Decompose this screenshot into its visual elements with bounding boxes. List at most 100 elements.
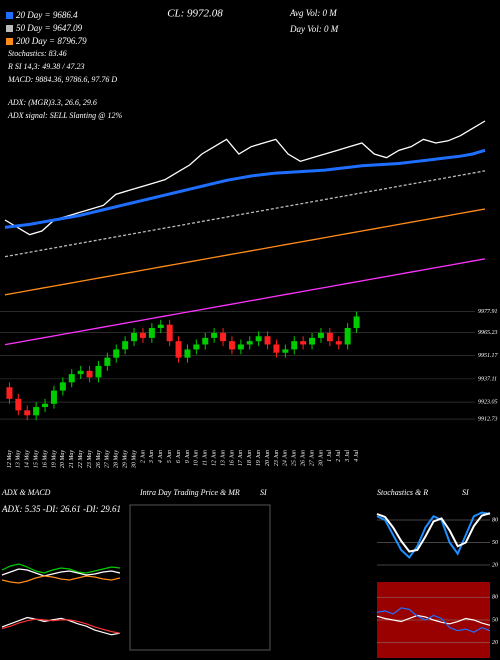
x-tick-label: 23 Jun [274,450,280,466]
x-tick-label: 11 Jun [203,450,209,466]
legend-swatch [6,25,13,32]
candle-body [202,337,209,345]
candle-body [139,332,146,338]
x-tick-label: 29 May [123,450,129,468]
x-tick-label: 21 May [69,450,75,468]
info-line: ADX signal: SELL Slanting @ 12% [7,111,122,120]
x-tick-label: 30 Jun [318,450,324,467]
candle-body [317,332,324,338]
candle-body [291,341,298,350]
candle-body [309,337,316,345]
panel-subtitle: SI [260,488,267,497]
candle-body [24,410,31,416]
candle-body [166,324,173,342]
x-tick-label: 2 Jun [140,450,146,463]
x-tick-label: 12 May [7,450,13,468]
ma-line [4,120,486,236]
x-tick-label: 19 Jun [256,450,262,466]
indicator-line [376,511,491,560]
legend-swatch [6,12,13,19]
candle-body [59,382,66,391]
x-tick-label: 27 Jun [309,450,315,466]
x-tick-label: 10 Jun [194,450,200,466]
panel-subtitle: ADX: 5.35 -DI: 26.61 -DI: 29.61 [1,504,121,514]
y-tick-label: 80 [492,595,498,601]
x-tick-label: 16 May [42,450,48,468]
x-tick-label: 15 May [34,450,40,468]
candle-body [6,387,13,399]
panel-title: Intra Day Trading Price & MR [139,488,240,497]
x-tick-label: 1 Jul [327,450,333,462]
candle-body [50,390,57,404]
panel-title: ADX & MACD [1,488,51,497]
x-tick-label: 20 Jun [265,450,271,466]
candle-body [122,341,129,350]
candle-body [86,370,93,378]
x-tick-label: 4 Jun [157,450,164,463]
candle-body [148,328,155,338]
y-tick-label: 20 [492,562,498,568]
candle-body [211,332,218,338]
candle-body [33,407,40,416]
panel-title: Stochastics & R [377,488,428,497]
x-tick-label: 18 Jun [247,450,253,466]
y-tick-label: 50 [492,617,498,623]
y-tick-label: 80 [492,517,498,523]
x-tick-label: 30 May [131,450,137,469]
x-tick-label: 12 Jun [212,450,218,466]
info-line: MACD: 9884.36, 9786.6, 97.76 D [7,75,117,84]
candle-body [131,332,138,342]
y-tick-label: 9912.73 [478,416,498,422]
indicator-line [376,614,491,626]
candle-body [237,344,244,350]
candle-body [282,349,289,353]
y-tick-label: 9977.91 [478,309,498,315]
x-tick-label: 17 Jun [238,450,244,466]
candle-body [157,324,164,328]
indicator-line [1,618,121,634]
x-tick-label: 26 Jun [301,450,307,466]
indicator-line [376,607,491,633]
x-tick-label: 3 Jul [345,450,351,463]
x-tick-label: 25 Jun [292,450,298,466]
candle-body [175,341,182,358]
candle-body [15,398,22,411]
legend-label: 200 Day = 8796.79 [16,36,87,46]
indicator-line [1,563,121,574]
y-tick-label: 20 [492,640,498,646]
x-tick-label: 24 Jun [282,450,289,466]
candle-body [184,349,191,358]
x-tick-label: 20 May [60,450,66,468]
x-tick-label: 5 Jun [167,450,173,463]
x-tick-label: 13 May [16,450,22,468]
candle-body [95,365,102,378]
candle-body [246,341,253,345]
x-tick-label: 19 May [51,450,57,468]
x-tick-label: 3 Jun [149,450,155,464]
y-tick-label: 9923.05 [478,399,498,405]
candle-body [264,336,271,345]
legend-label: 20 Day = 9686.4 [16,10,78,20]
indicator-line [1,575,121,584]
candle-body [300,341,307,345]
candle-body [220,332,227,342]
ma-line [4,170,486,258]
x-tick-label: 26 May [96,450,102,468]
x-tick-label: 6 Jun [176,450,182,463]
panel-subtitle: SI [462,488,469,497]
candle-body [255,336,262,342]
candle-body [68,374,75,383]
y-tick-label: 9965.23 [478,330,498,336]
candle-body [228,341,235,350]
x-tick-label: 13 Jun [220,450,226,466]
indicator-line [1,568,121,577]
candle-body [42,403,49,408]
x-tick-label: 2 Jul [336,450,342,462]
x-tick-label: 4 Jul [353,450,360,462]
ma-line [4,148,486,229]
y-tick-label: 9951.17 [478,353,499,359]
candle-body [335,341,342,345]
ma-line [4,258,486,346]
x-tick-label: 27 May [105,450,111,468]
